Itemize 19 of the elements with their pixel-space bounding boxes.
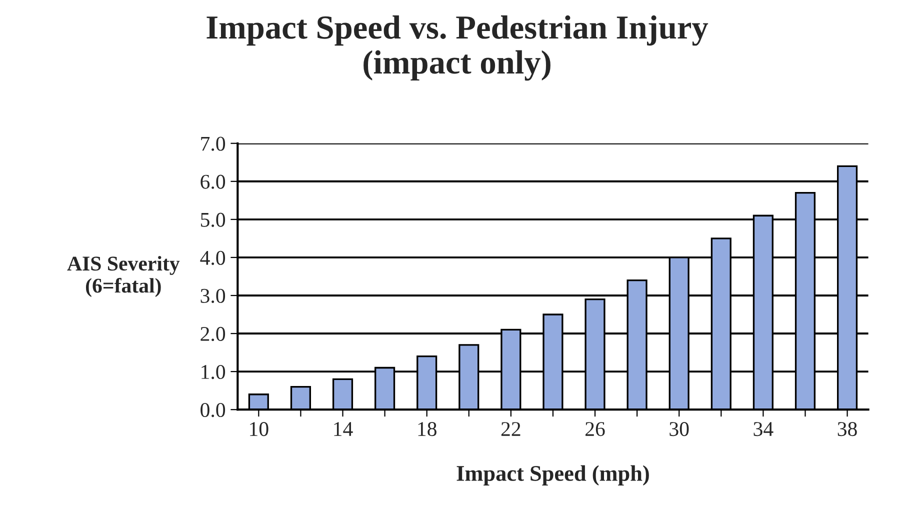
x-tick-label: 26 [586, 422, 605, 436]
x-tick-label: 18 [418, 422, 436, 436]
x-tick-label: 38 [838, 422, 857, 436]
x-axis-title: Impact Speed (mph) [456, 465, 649, 486]
y-tick-label: 4.0 [200, 250, 226, 265]
y-tick-label: 1.0 [202, 364, 226, 380]
chart-title: Impact Speed vs. Pedestrian Injury (impact only) [206, 15, 708, 81]
y-tick-label: 2.0 [200, 326, 226, 342]
y-tick-label: 5.0 [201, 212, 226, 227]
x-tick-label: 14 [334, 422, 353, 436]
y-tick-label: 7.0 [201, 136, 226, 151]
y-tick-label: 6.0 [200, 174, 226, 189]
y-tick-label: 0.0 [200, 402, 226, 418]
y-tick-label: 3.0 [200, 288, 226, 304]
x-tick-label: 22 [501, 422, 520, 436]
x-tick-label: 34 [754, 422, 774, 436]
y-axis-title: AIS Severity (6=fatal) [67, 256, 180, 297]
x-tick-label: 30 [670, 422, 689, 436]
x-tick-label: 10 [250, 422, 268, 436]
